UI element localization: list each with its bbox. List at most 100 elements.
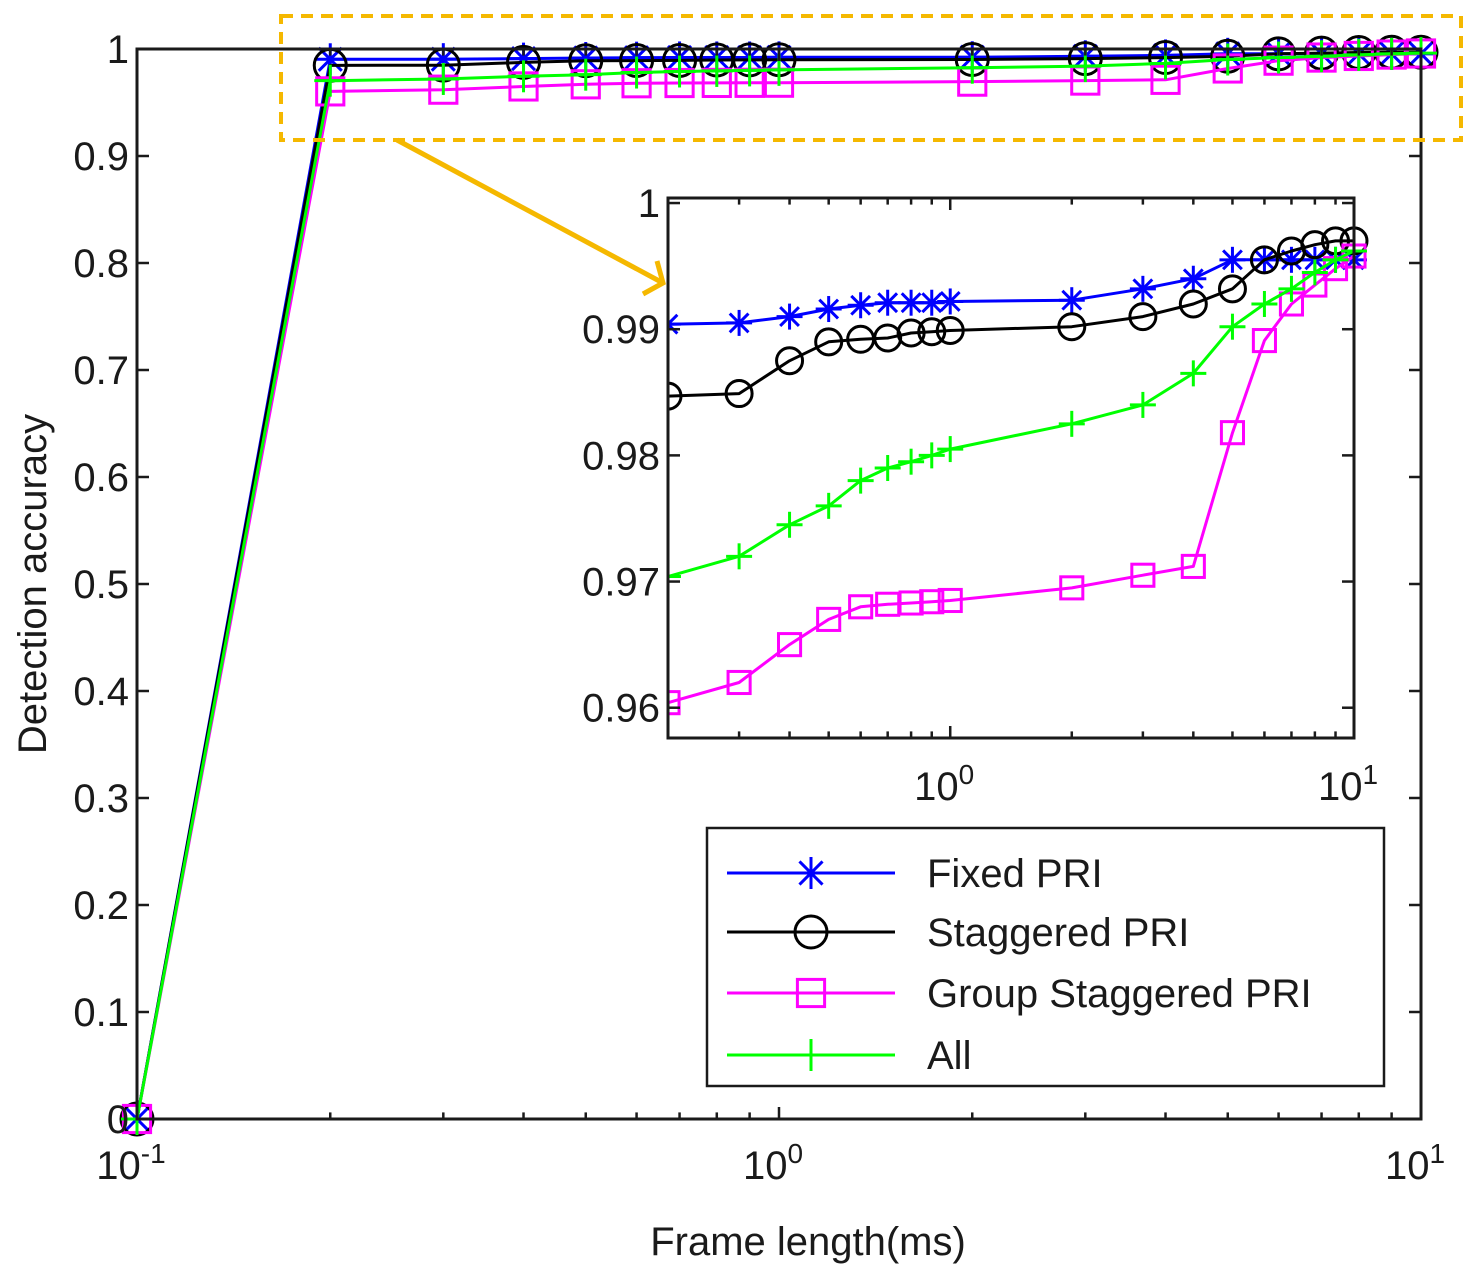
legend-label: All	[927, 1034, 971, 1078]
x-axis-title: Frame length(ms)	[650, 1220, 966, 1264]
data-point-all	[733, 54, 766, 87]
x-tick-label: 10-1	[96, 1138, 165, 1188]
inset-data-point-staggered-pri	[775, 346, 805, 376]
inset-data-point-staggered-pri	[1217, 274, 1247, 304]
y-tick-label: 0.3	[73, 777, 129, 821]
legend-item-staggered-pri: Staggered PRI	[727, 911, 1189, 955]
inset-data-point-all	[1058, 410, 1085, 437]
inset-series-staggered-pri	[668, 226, 1369, 738]
y-tick-label: 0.1	[73, 991, 129, 1035]
data-point-all	[1262, 41, 1295, 74]
inset-data-point-fixed-pri	[1058, 287, 1085, 314]
inset-data-point-all	[1129, 391, 1156, 418]
inset-data-point-staggered-pri	[1249, 245, 1279, 275]
inset-data-point-all	[898, 448, 925, 475]
legend-marker	[793, 914, 829, 950]
inset-data-point-all	[1219, 313, 1246, 340]
legend-marker	[795, 857, 827, 889]
inset-data-point-all	[1278, 275, 1305, 302]
legend: Fixed PRI Staggered PRI Group Staggered PR…	[705, 826, 1386, 1088]
y-tick-label: 0.2	[73, 884, 129, 928]
data-point-all	[507, 60, 540, 93]
inset-data-point-fixed-pri	[815, 296, 842, 323]
inset-data-point-group-staggered-pri	[776, 632, 803, 658]
y-tick-label: 1	[638, 182, 660, 226]
inset-data-point-all	[874, 455, 901, 481]
y-tick-label: 1	[107, 28, 129, 72]
inset-background	[668, 198, 1354, 738]
zoom-arrow-line	[395, 137, 665, 286]
data-point-all	[663, 55, 696, 88]
x-tick-label: 100	[914, 759, 974, 809]
inset-series-group	[668, 226, 1369, 738]
inset-data-point-all	[1301, 259, 1328, 286]
inset-data-point-fixed-pri	[847, 292, 874, 319]
legend-item-all: All	[727, 1034, 971, 1078]
inset-data-point-fixed-pri	[1129, 275, 1156, 302]
inset-data-point-staggered-pri	[917, 317, 947, 347]
inset-data-point-all	[1251, 290, 1278, 317]
inset-data-point-group-staggered-pri	[1251, 328, 1277, 354]
inset-series-line-staggered-pri	[668, 239, 1354, 738]
inset-series-line-group-staggered-pri	[668, 254, 1355, 738]
inset-data-point-all	[668, 563, 681, 590]
inset-data-point-group-staggered-pri	[937, 587, 963, 614]
y-tick-label: 0	[107, 1098, 129, 1142]
data-point-all	[569, 58, 602, 91]
zoom-highlight-box	[279, 14, 1463, 142]
y-tick-label: 0.98	[582, 434, 660, 478]
y-tick-label: 0.99	[582, 308, 660, 352]
inset-data-point-group-staggered-pri	[1059, 575, 1085, 601]
inset-data-point-staggered-pri	[668, 381, 683, 411]
inset-data-point-all	[1322, 246, 1349, 273]
inset-data-point-staggered-pri	[1300, 230, 1330, 260]
inset-data-point-staggered-pri	[896, 318, 926, 348]
y-tick-label: 0.7	[73, 349, 129, 393]
y-tick-label: 0.9	[73, 135, 129, 179]
inset-data-point-group-staggered-pri	[848, 594, 874, 620]
legend-label: Staggered PRI	[927, 911, 1189, 955]
legend-label: Fixed PRI	[927, 852, 1103, 896]
y-tick-label: 0.5	[73, 563, 129, 607]
inset-data-point-group-staggered-pri	[1130, 562, 1156, 588]
y-axis-title: Detection accuracy	[11, 414, 55, 754]
data-point-all	[956, 51, 989, 84]
x-tick-label: 100	[743, 1138, 803, 1188]
series-all	[121, 37, 1437, 1135]
inset-data-point-staggered-pri	[1057, 312, 1087, 342]
inset-series-all	[668, 237, 1367, 738]
inset-data-point-all	[726, 543, 753, 570]
y-tick-label: 0.97	[582, 561, 660, 605]
inset-data-point-all	[937, 436, 964, 463]
inset-series-fixed-pri	[668, 246, 1367, 738]
inset-data-point-group-staggered-pri	[816, 606, 842, 632]
y-tick-label: 0.6	[73, 456, 129, 500]
inset-data-point-all	[815, 492, 842, 519]
x-tick-label: 101	[1385, 1138, 1445, 1188]
legend-box	[705, 826, 1386, 1088]
y-tick-label: 0.96	[582, 687, 660, 731]
inset-data-point-fixed-pri	[1219, 246, 1246, 273]
inset-data-point-group-staggered-pri	[1180, 553, 1206, 579]
data-point-all	[427, 62, 460, 95]
inset-data-point-staggered-pri	[724, 379, 754, 409]
legend-marker	[795, 1039, 827, 1071]
inset-plot: 0.96 0.97 0.98 0.99 1 100 101	[582, 182, 1378, 809]
legend-item-group-staggered-pri: Group Staggered PRI	[727, 972, 1312, 1016]
inset-data-point-fixed-pri	[726, 309, 753, 336]
legend-marker	[795, 977, 827, 1009]
inset-data-point-group-staggered-pri	[919, 589, 945, 615]
data-point-all	[314, 64, 347, 97]
inset-data-point-staggered-pri	[935, 315, 965, 345]
legend-label: Group Staggered PRI	[927, 972, 1312, 1016]
legend-item-fixed-pri: Fixed PRI	[727, 852, 1103, 896]
data-point-all	[1305, 40, 1338, 73]
y-tick-label: 0.8	[73, 242, 129, 286]
inset-data-point-staggered-pri	[1128, 302, 1158, 332]
inset-data-point-all	[847, 467, 874, 494]
zoom-annotation	[279, 14, 1463, 297]
inset-data-point-staggered-pri	[814, 327, 844, 357]
inset-data-point-group-staggered-pri	[1219, 420, 1246, 446]
